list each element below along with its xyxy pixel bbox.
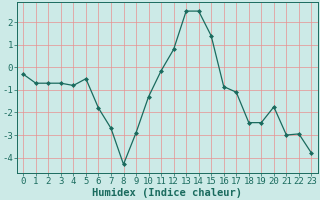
X-axis label: Humidex (Indice chaleur): Humidex (Indice chaleur) xyxy=(92,188,242,198)
